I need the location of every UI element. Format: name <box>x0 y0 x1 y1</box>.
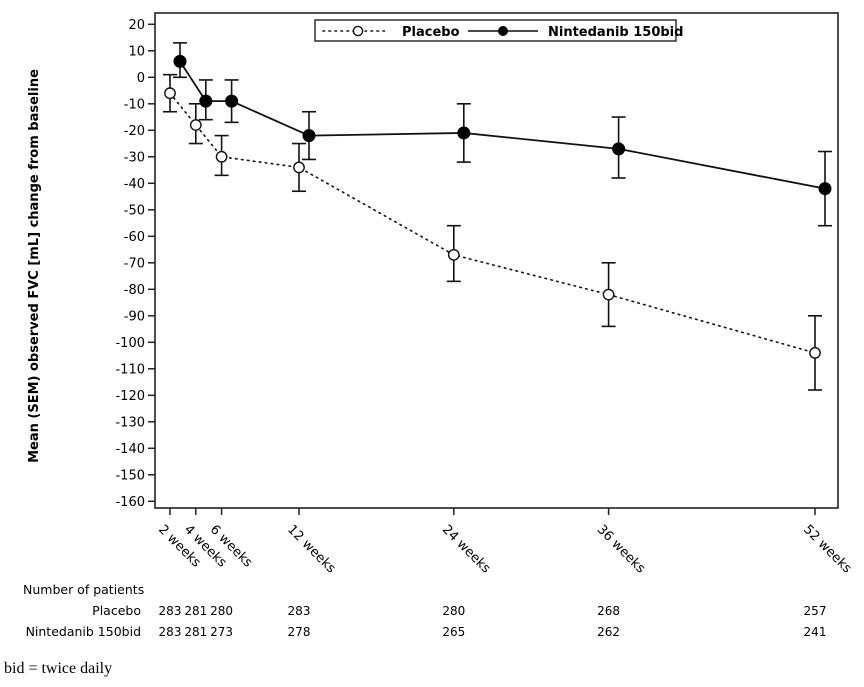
np-count: 283 <box>159 604 182 618</box>
y-tick-label: -70 <box>124 256 145 271</box>
data-point <box>612 142 626 156</box>
y-axis-label: Mean (SEM) observed FVC [mL] change from… <box>27 69 42 463</box>
np-count: 257 <box>804 604 827 618</box>
np-count: 283 <box>288 604 311 618</box>
np-count: 262 <box>597 625 620 639</box>
y-tick-label: -130 <box>115 415 145 430</box>
number-of-patients-heading: Number of patients <box>23 582 144 597</box>
data-point <box>602 288 615 301</box>
np-count: 283 <box>159 625 182 639</box>
data-point <box>293 161 305 174</box>
y-tick-label: 20 <box>128 18 145 33</box>
data-point <box>215 150 228 163</box>
np-count: 281 <box>184 604 207 618</box>
y-tick-label: -10 <box>124 97 145 112</box>
np-count: 241 <box>804 625 827 639</box>
footnote: bid = twice daily <box>4 660 113 677</box>
y-tick-label: -30 <box>124 150 145 165</box>
y-tick-label: -160 <box>115 495 145 510</box>
np-count: 265 <box>442 625 465 639</box>
np-count: 273 <box>210 625 233 639</box>
data-point <box>447 248 460 261</box>
y-tick-label: -100 <box>115 336 145 351</box>
y-tick-label: -90 <box>124 309 145 324</box>
data-point <box>225 94 239 108</box>
x-tick-label: 52 weeks <box>800 522 854 576</box>
y-tick-label: -150 <box>115 468 145 483</box>
legend-nintedanib-label: Nintedanib 150bid <box>548 25 683 40</box>
data-point <box>457 126 471 140</box>
y-tick-label: -120 <box>115 389 145 404</box>
y-tick-label: -20 <box>124 124 145 139</box>
y-tick-label: -60 <box>124 230 145 245</box>
data-point <box>199 94 213 108</box>
y-tick-label: 0 <box>137 71 145 86</box>
np-count: 281 <box>184 625 207 639</box>
data-point <box>809 346 821 359</box>
np-count: 280 <box>210 604 233 618</box>
legend-nintedanib-marker <box>498 26 508 36</box>
data-point <box>173 54 187 68</box>
series-nintedanib <box>173 42 832 227</box>
x-tick-label: 36 weeks <box>594 522 648 576</box>
series-line <box>169 92 816 354</box>
x-tick-label: 12 weeks <box>284 522 338 576</box>
np-count: 278 <box>288 625 311 639</box>
legend-placebo-marker <box>352 25 364 37</box>
data-point <box>164 87 176 100</box>
y-tick-label: -50 <box>124 203 145 218</box>
chart: 20 10 0 -10 -20 -30 -40 -50 -60 -70 -80 -90 -100 -110… <box>23 12 854 639</box>
plot-frame <box>154 12 839 509</box>
data-point <box>189 119 202 131</box>
data-point <box>302 129 316 143</box>
y-tick-label: -140 <box>115 442 145 457</box>
legend-placebo-label: Placebo <box>402 25 460 40</box>
np-count: 268 <box>597 604 620 618</box>
x-tick-label: 24 weeks <box>439 522 493 576</box>
np-row-label: Placebo <box>92 603 141 618</box>
y-tick-label: -80 <box>124 283 145 298</box>
series-line <box>179 60 826 190</box>
np-count: 280 <box>442 604 465 618</box>
np-row-label: Nintedanib 150bid <box>26 624 141 639</box>
series-placebo <box>163 73 822 391</box>
y-tick-label: -110 <box>115 362 145 377</box>
y-tick-label: -40 <box>124 177 145 192</box>
data-point <box>818 182 832 196</box>
y-tick-label: 10 <box>128 44 145 59</box>
